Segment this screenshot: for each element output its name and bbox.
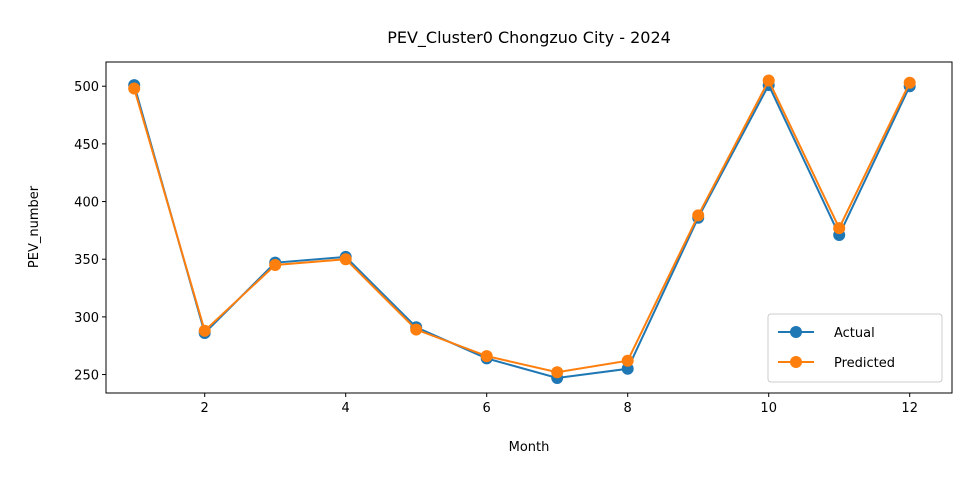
y-tick-label: 450 [74, 138, 99, 153]
chart-title: PEV_Cluster0 Chongzuo City - 2024 [387, 28, 671, 48]
x-tick-label: 6 [483, 401, 491, 416]
x-tick-label: 2 [201, 401, 209, 416]
data-point-predicted [762, 74, 775, 87]
legend: Actual Predicted [767, 313, 943, 383]
y-tick-label: 250 [74, 369, 99, 384]
data-point-predicted [621, 354, 634, 367]
legend-marker-actual [790, 326, 802, 338]
data-point-predicted [339, 253, 352, 266]
legend-label-actual: Actual [834, 326, 875, 341]
y-axis-label: PEV_number [27, 185, 42, 268]
x-axis-ticks: 2 4 6 8 10 12 [201, 393, 918, 416]
data-point-predicted [269, 258, 282, 271]
series-line-predicted [133, 78, 911, 374]
y-tick-label: 300 [74, 311, 99, 326]
data-point-predicted [551, 366, 564, 379]
series-layer [128, 74, 916, 385]
data-point-predicted [410, 323, 423, 336]
series-line-actual [133, 82, 911, 380]
data-point-predicted [480, 350, 493, 363]
series-predicted [128, 74, 916, 379]
y-tick-label: 350 [74, 253, 99, 268]
plot-frame [105, 61, 953, 394]
legend-label-predicted: Predicted [834, 356, 895, 371]
y-tick-label: 500 [74, 80, 99, 95]
y-tick-label: 400 [74, 196, 99, 211]
data-point-predicted [833, 222, 846, 235]
data-point-predicted [198, 324, 211, 337]
legend-box [767, 313, 943, 383]
x-tick-label: 4 [342, 401, 350, 416]
legend-marker-predicted [790, 356, 802, 368]
y-axis-ticks: 250 300 350 400 450 500 [74, 80, 106, 384]
data-point-predicted [692, 209, 705, 222]
x-tick-label: 10 [760, 401, 777, 416]
x-tick-label: 8 [624, 401, 632, 416]
x-tick-label: 12 [901, 401, 918, 416]
data-point-predicted [903, 76, 916, 89]
data-point-predicted [128, 82, 141, 95]
x-axis-label: Month [509, 440, 550, 455]
